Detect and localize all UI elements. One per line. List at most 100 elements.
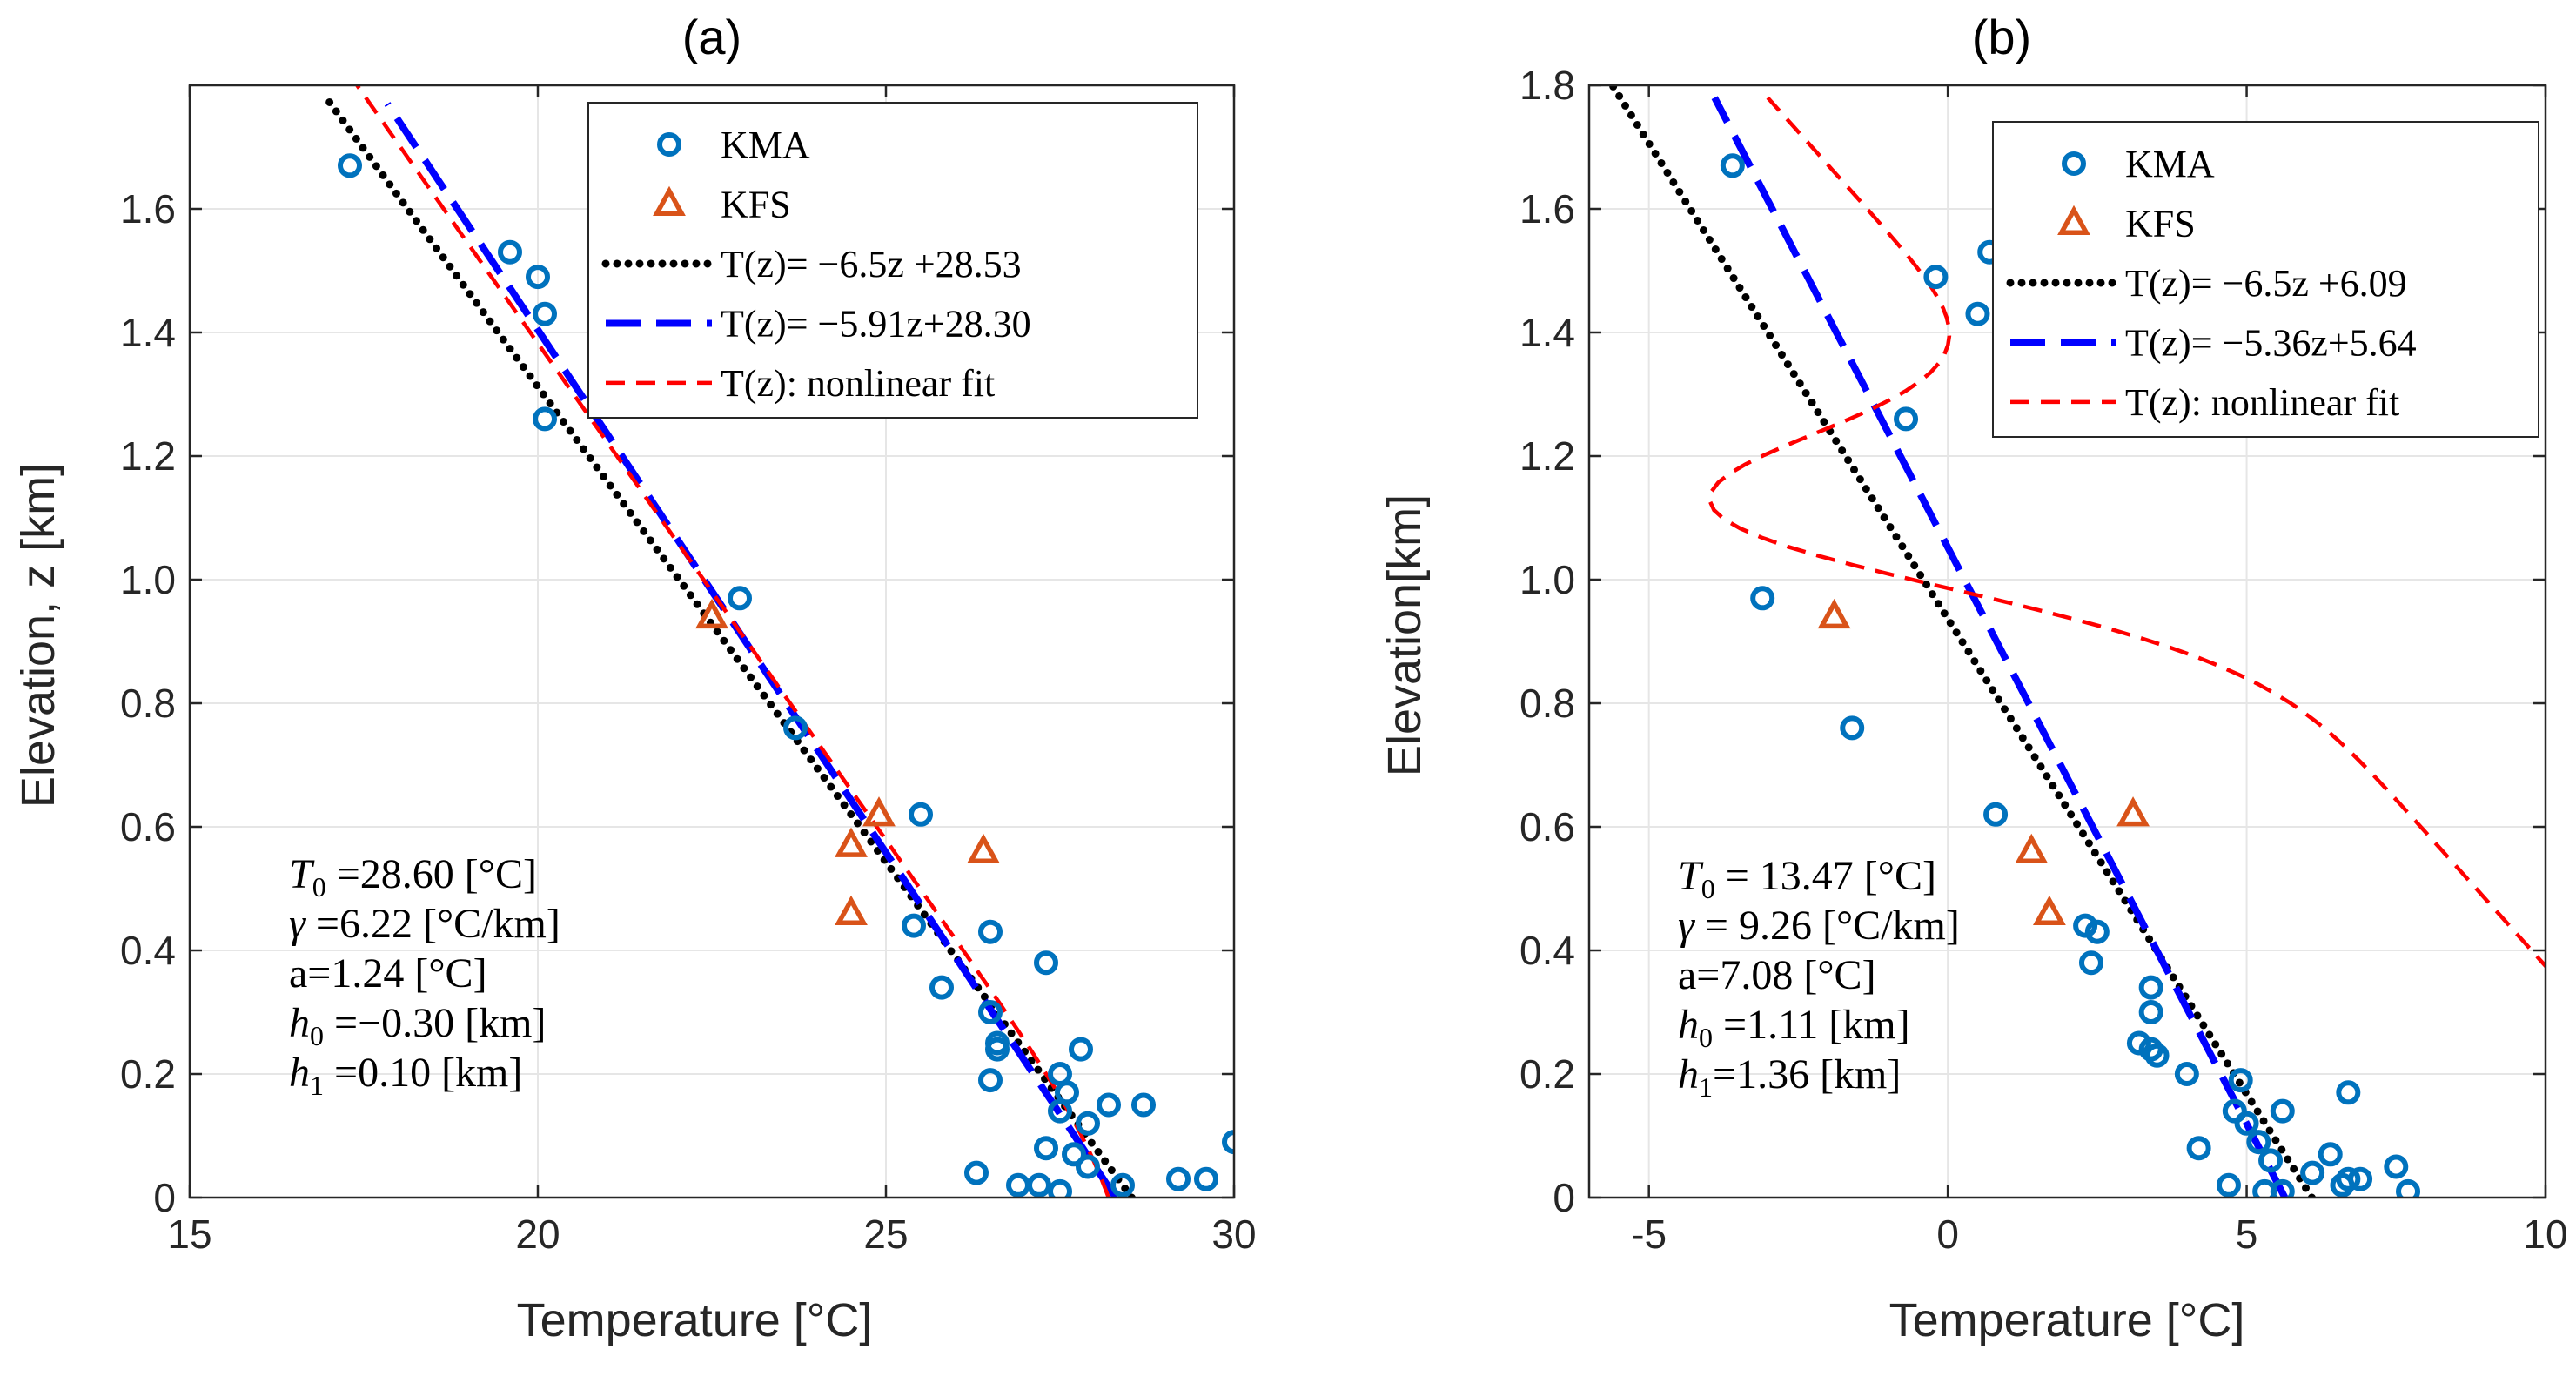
panel-a-kma-point (1034, 950, 1058, 976)
panel-a-title: (a) (682, 10, 741, 64)
panel-a-kma-point (1048, 1098, 1072, 1124)
panel-a-kma-point (526, 265, 550, 290)
panel-b-ytick-label: 1.6 (1519, 186, 1575, 232)
panel-a-kma-point (338, 153, 362, 178)
panel-b-kma-point (1894, 406, 1919, 432)
panel-a-data-layer (322, 85, 1234, 1198)
panel-b-annotation-value: = 13.47 [°C] (1715, 853, 1936, 899)
panel-a-legend-kfs-marker (653, 185, 686, 217)
panel-b-annotation-subscript: 0 (1699, 1022, 1713, 1053)
panel-b-kma-point (1923, 265, 1949, 290)
panel-a-annotation-value: =28.60 [°C] (326, 851, 537, 897)
panel-b-ylabel: Elevation[km] (1379, 494, 1431, 776)
panel-b-kma-point (2138, 1000, 2163, 1024)
panel-a-kma-point (1131, 1092, 1156, 1118)
panel-b-chart: (b) Temperature [°C] Elevation[km] -5 0 5 1… (1379, 10, 2568, 1346)
panel-b-kma-point (2318, 1142, 2343, 1167)
panel-b-ytick-label: 1.0 (1519, 557, 1575, 602)
panel-b-annotation-value: =1.11 [km] (1713, 1002, 1910, 1048)
panel-a-kma-point (533, 301, 557, 326)
panel-a-ytick-label: 0.4 (120, 928, 176, 973)
panel-b-ytick-label: 0.2 (1519, 1051, 1575, 1097)
panel-b-series-3-line (1711, 96, 2289, 1198)
panel-b-legend-label: KMA (2125, 143, 2215, 185)
panel-a-kma-point (1194, 1166, 1218, 1191)
panel-a-kma-point (1027, 1172, 1051, 1198)
panel-b-annotation: γ = 9.26 [°C/km] (1678, 903, 1960, 949)
panel-a-annotation-value: =−0.30 [km] (324, 1000, 546, 1046)
panel-a-annotation-value: =0.10 [km] (324, 1050, 522, 1096)
panel-a-kma-point (1076, 1111, 1100, 1136)
panel-a-ytick-label: 1.6 (120, 186, 176, 232)
panel-b-kma-point (2252, 1178, 2277, 1198)
panel-a-legend-label: T(z)= −6.5z +28.53 (721, 243, 1022, 285)
panel-a-ytick-label: 1.0 (120, 557, 176, 602)
panel-a-kma-point (1076, 1154, 1100, 1179)
panel-a-kma-point (929, 975, 954, 1000)
panel-b-title: (b) (1972, 10, 2031, 64)
panel-b-ytick-label: 0.4 (1519, 928, 1575, 973)
panel-a-annotation-value: =6.22 [°C/km] (305, 901, 560, 947)
panel-a-annotation-subscript: 0 (310, 1020, 324, 1051)
panel-b-annotation-subscript: 1 (1699, 1071, 1713, 1103)
panel-a-kma-point (1110, 1172, 1135, 1198)
panel-a-kma-point (1034, 1136, 1058, 1161)
panel-b-legend-kma-marker (2062, 151, 2086, 176)
panel-b-annotation-value: = 9.26 [°C/km] (1694, 903, 1960, 949)
panel-a-axes-box (188, 84, 1236, 1199)
panel-a-ytick-label: 0.6 (120, 804, 176, 849)
panel-a-kma-point (1166, 1166, 1191, 1191)
panel-b-xtick-label: 0 (1936, 1212, 1959, 1257)
panel-a-legend-box (587, 102, 1198, 419)
panel-a-legend-label: T(z)= −5.91z+28.30 (721, 302, 1031, 345)
panel-b-ytick-label: 0 (1553, 1175, 1575, 1220)
panel-b-kma-point (2078, 950, 2103, 976)
panel-b-xtick-label: 10 (2523, 1212, 2567, 1257)
panel-b-kma-point (2228, 1068, 2253, 1093)
panel-a-legend-label: KMA (721, 124, 810, 166)
panel-a-kma-point (728, 586, 752, 611)
panel-b-kfs-point (1817, 598, 1851, 629)
panel-a-kma-point (1097, 1092, 1121, 1118)
panel-b-kma-point (2300, 1160, 2325, 1185)
panel-a-legend-kma-marker (657, 132, 681, 157)
panel-b-annotation-symbol: T (1678, 853, 1704, 899)
panel-a-annotation-symbol: γ (289, 901, 306, 947)
panel-a-chart: (a) Temperature [°C] Elevation, z [km] 1… (12, 10, 1257, 1346)
panel-a-kma-point (978, 1068, 1003, 1093)
panel-a-xtick-label: 20 (515, 1212, 560, 1257)
panel-a-kfs-point (695, 598, 728, 629)
panel-a-kfs-point (835, 827, 868, 857)
panel-b-kfs-point (2015, 833, 2049, 863)
panel-a-annotation: a=1.24 [°C] (289, 950, 487, 997)
panel-a-ytick-label: 0.8 (120, 681, 176, 726)
panel-a-kma-point (909, 802, 933, 827)
panel-b-kma-point (2330, 1172, 2355, 1198)
panel-a-xlabel: Temperature [°C] (517, 1294, 873, 1346)
panel-a-kma-point (902, 913, 926, 938)
panel-a-annotation-subscript: 1 (310, 1070, 324, 1101)
panel-b-kma-point (2396, 1178, 2421, 1198)
panel-b-ytick-label: 0.6 (1519, 804, 1575, 849)
panel-a-kma-point (1048, 1178, 1072, 1198)
panel-b-kma-point (2186, 1136, 2211, 1161)
panel-b-legend-kfs-marker (2057, 205, 2090, 236)
panel-a-kma-point (1222, 1130, 1234, 1155)
panel-a-legend-label: KFS (721, 183, 791, 225)
panel-b-series-2-line (1608, 85, 2316, 1198)
panel-b-kma-point (2174, 1062, 2199, 1086)
panel-b-legend-label: T(z)= −6.5z +6.09 (2125, 262, 2407, 305)
panel-a-kma-point (1062, 1142, 1086, 1167)
panel-b-xlabel: Temperature [°C] (1889, 1294, 2245, 1346)
panel-a-ytick-label: 1.2 (120, 433, 176, 479)
panel-a-annotation: h1 =0.10 [km] (289, 1050, 522, 1101)
panel-b-xtick-label: -5 (1631, 1212, 1667, 1257)
panel-b-legend-label: T(z): nonlinear fit (2125, 381, 2399, 424)
panel-b-annotation-value: =1.36 [km] (1713, 1051, 1901, 1097)
panel-b-kma-point (2384, 1154, 2409, 1179)
panel-b-ytick-label: 0.8 (1519, 681, 1575, 726)
panel-a-kma-point (498, 239, 522, 265)
panel-b-kma-point (1840, 715, 1865, 741)
panel-b-kma-point (2246, 1130, 2271, 1155)
panel-b-legend-box (1992, 121, 2539, 438)
